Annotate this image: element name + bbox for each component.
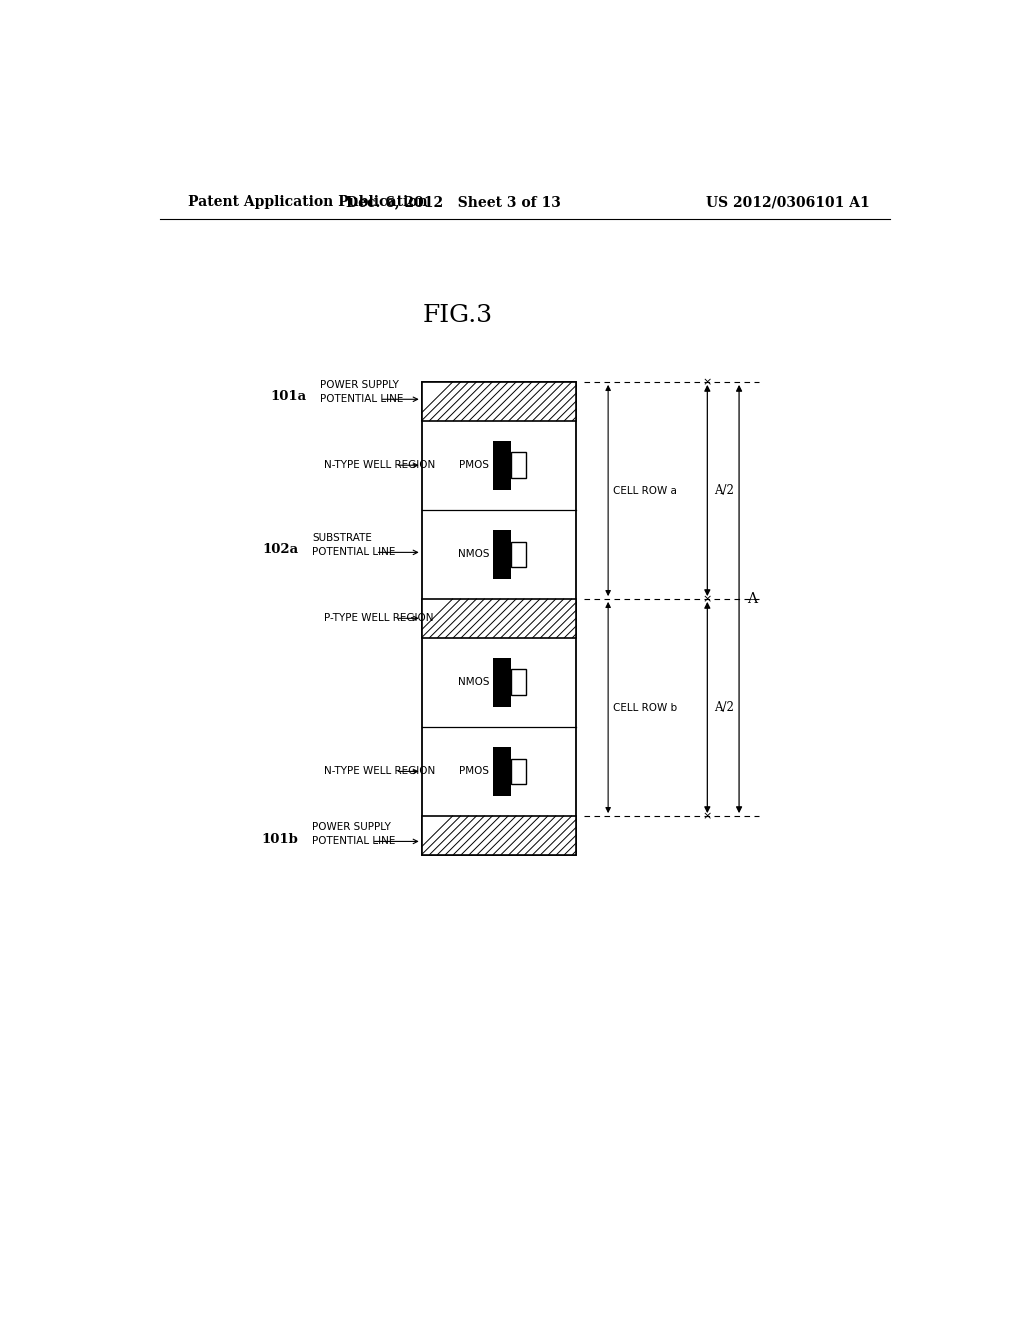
Text: 101b: 101b [262,833,299,846]
Text: POWER SUPPLY: POWER SUPPLY [312,822,391,832]
Text: CELL ROW a: CELL ROW a [613,486,677,495]
Text: Dec. 6, 2012   Sheet 3 of 13: Dec. 6, 2012 Sheet 3 of 13 [346,195,561,209]
Bar [422,599,577,638]
Bar [494,529,511,579]
Text: NMOS: NMOS [458,549,489,560]
Text: POTENTIAL LINE: POTENTIAL LINE [312,548,395,557]
Text: A: A [746,591,757,606]
Text: POTENTIAL LINE: POTENTIAL LINE [321,395,403,404]
Bar [422,816,577,854]
Text: ×: × [702,810,712,821]
Bar [494,657,511,706]
Text: POTENTIAL LINE: POTENTIAL LINE [312,837,395,846]
Text: CELL ROW b: CELL ROW b [613,702,677,713]
Text: A/2: A/2 [714,701,733,714]
Bar [494,747,511,796]
Bar [511,759,525,784]
Bar [494,441,511,490]
Text: ×: × [702,594,712,605]
Bar [422,381,577,854]
Text: 102a: 102a [262,543,299,556]
Bar [511,453,525,478]
Text: PMOS: PMOS [460,461,489,470]
Text: A/2: A/2 [714,484,733,498]
Bar [422,381,577,421]
Text: ×: × [702,378,712,387]
Text: US 2012/0306101 A1: US 2012/0306101 A1 [707,195,870,209]
Bar [511,669,525,696]
Text: N-TYPE WELL REGION: N-TYPE WELL REGION [324,767,435,776]
Text: 101a: 101a [270,389,306,403]
Bar [511,541,525,568]
Text: SUBSTRATE: SUBSTRATE [312,533,372,543]
Text: POWER SUPPLY: POWER SUPPLY [321,380,399,389]
Text: NMOS: NMOS [458,677,489,688]
Text: FIG.3: FIG.3 [422,305,493,327]
Text: PMOS: PMOS [460,767,489,776]
Text: Patent Application Publication: Patent Application Publication [187,195,427,209]
Text: N-TYPE WELL REGION: N-TYPE WELL REGION [324,461,435,470]
Text: P-TYPE WELL REGION: P-TYPE WELL REGION [324,614,433,623]
